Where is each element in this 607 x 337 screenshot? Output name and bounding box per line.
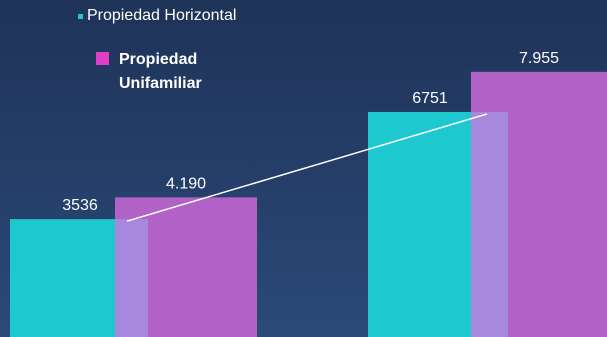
value-label-horizontal-2: 6751 — [412, 90, 448, 107]
legend-item-horizontal[interactable]: Propiedad Horizontal — [78, 6, 236, 26]
legend: Propiedad Horizontal Propiedad Unifamili… — [78, 6, 236, 96]
legend-swatch-unifamiliar — [96, 52, 109, 65]
bar-overlap-2 — [471, 111, 508, 337]
value-label-unifamiliar-1: 4.190 — [166, 175, 206, 192]
legend-label-unifamiliar: Propiedad Unifamiliar — [119, 51, 202, 92]
legend-label-horizontal: Propiedad Horizontal — [87, 7, 237, 24]
bar-overlap-1 — [115, 219, 148, 337]
trend-line — [126, 113, 488, 222]
value-label-horizontal-1: 3536 — [62, 197, 98, 214]
legend-swatch-horizontal — [78, 13, 83, 19]
legend-item-unifamiliar[interactable]: Propiedad Unifamiliar — [96, 48, 236, 96]
value-label-unifamiliar-2: 7.955 — [519, 50, 559, 67]
